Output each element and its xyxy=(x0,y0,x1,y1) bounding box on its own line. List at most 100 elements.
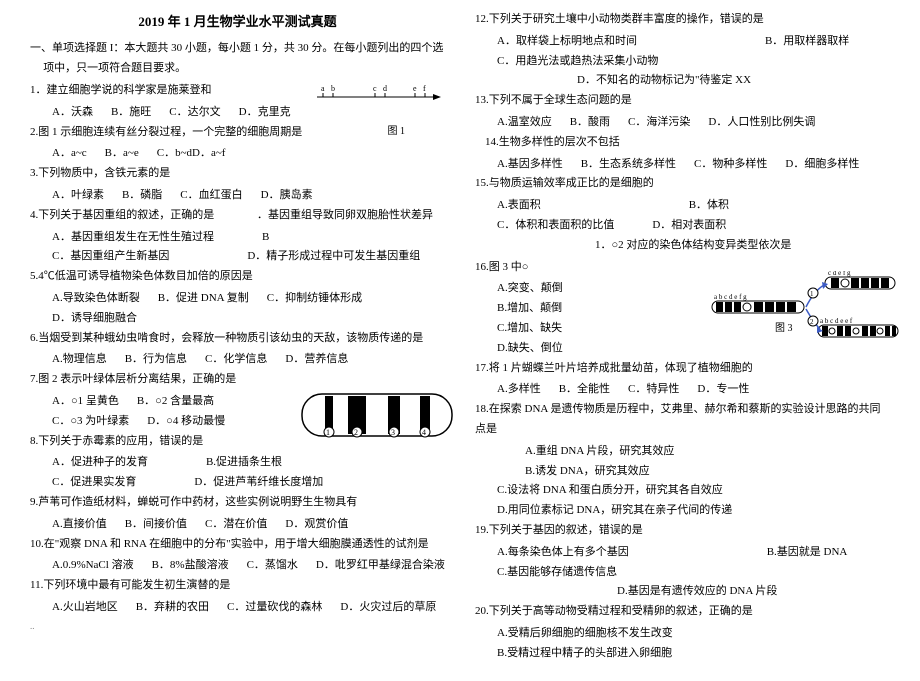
svg-text:c d e f g: c d e f g xyxy=(828,271,851,277)
q2c: C．b~dD．a~f xyxy=(157,144,226,164)
q11b: B．弃耕的农田 xyxy=(136,598,209,618)
q19a: A.每条染色体上有多个基因 xyxy=(497,543,629,563)
q8-opts1: A．促进种子的发育 B.促进插条生根 xyxy=(30,453,445,473)
section-intro: 一、单项选择题 I：本大题共 30 小题，每小题 1 分，共 30 分。在每小题… xyxy=(30,39,445,79)
q4c: C．基因重组产生新基因 xyxy=(52,247,169,267)
q2-text: 2.图 1 示细胞连续有丝分裂过程，一个完整的细胞周期是 xyxy=(30,126,302,138)
q9-opts: A.直接价值 B．间接价值 C．潜在价值 D．观赏价值 xyxy=(30,515,445,535)
footer-dots: .. xyxy=(30,618,445,634)
q2-opts: A．a~c B．a~e C．b~dD．a~f xyxy=(30,144,445,164)
fig3-label: 图 3 xyxy=(775,322,793,334)
nl-c: c xyxy=(373,84,377,93)
q13a: A.温室效应 xyxy=(497,113,552,133)
q19: 19.下列关于基因的叙述，错误的是 xyxy=(475,521,890,541)
q13-opts: A.温室效应 B．酸雨 C．海洋污染 D．人口性别比例失调 xyxy=(475,113,890,133)
q5c: C．抑制纺锤体形成 xyxy=(267,289,362,309)
right-column: 12.下列关于研究土壤中小动物类群丰富度的操作，错误的是 A．取样袋上标明地点和… xyxy=(475,10,890,664)
q3: 3.下列物质中，含铁元素的是 xyxy=(30,164,445,184)
q14-opts: A.基因多样性 B．生态系统多样性 C．物种多样性 D．细胞多样性 xyxy=(475,155,890,175)
q6-opts: A.物理信息 B．行为信息 C．化学信息 D．营养信息 xyxy=(30,350,445,370)
q8b: B.促进插条生根 xyxy=(206,453,282,473)
q1-text: 1．建立细胞学说的科学家是施莱登和 xyxy=(30,84,212,96)
q9a: A.直接价值 xyxy=(52,515,107,535)
q18b: B.诱发 DNA，研究其效应 xyxy=(475,462,890,482)
q4d: D．精子形成过程中可发生基因重组 xyxy=(247,247,420,267)
q8: 8.下列关于赤霉素的应用，错误的是 xyxy=(30,432,445,452)
nl-a: a xyxy=(321,84,325,93)
q12-opts2: C．用趋光法或趋热法采集小动物 D．不知名的动物标记为"待鉴定 XX xyxy=(475,52,890,92)
q11a: A.火山岩地区 xyxy=(52,598,118,618)
nl-f: f xyxy=(423,84,426,93)
q14a: A.基因多样性 xyxy=(497,155,563,175)
q4-text: 4.下列关于基因重组的叙述，正确的是 xyxy=(30,209,214,221)
q10c: C．蒸馏水 xyxy=(247,556,298,576)
q15b: B．体积 xyxy=(689,196,729,216)
q1d: D．克里克 xyxy=(239,103,291,123)
nl-e: e xyxy=(413,84,417,93)
q7d: D．○4 移动最慢 xyxy=(147,412,225,432)
q1a: A．沃森 xyxy=(52,103,93,123)
q9d: D．观赏价值 xyxy=(285,515,348,535)
q9b: B．间接价值 xyxy=(125,515,187,535)
q7a: A．○1 呈黄色 xyxy=(52,392,119,412)
q17c: C．特异性 xyxy=(628,380,679,400)
q18: 18.在探索 DNA 是遗传物质是历程中，艾弗里、赫尔希和蔡斯的实验设计思路的共… xyxy=(475,400,890,440)
q3-opts: A．叶绿素 B．磷脂 C．血红蛋白 D．胰岛素 xyxy=(30,186,445,206)
q19-opts1: A.每条染色体上有多个基因 B.基因就是 DNA xyxy=(475,543,890,563)
q8d: D．促进芦苇纤维长度增加 xyxy=(194,473,323,493)
q20b: B.受精过程中精子的头部进入卵细胞 xyxy=(475,644,890,664)
q8-opts2: C．促进果实发育 D．促进芦苇纤维长度增加 xyxy=(30,473,445,493)
q17: 17.将 1 片蝴蝶兰叶片培养成批量幼苗，体现了植物细胞的 xyxy=(475,359,890,379)
q19d: D.基因是有遗传效应的 DNA 片段 xyxy=(617,582,777,602)
q17-opts: A.多样性 B．全能性 C．特异性 D．专一性 xyxy=(475,380,890,400)
q15: 15.与物质运输效率成正比的是细胞的 xyxy=(475,174,890,194)
q15-opts1: A.表面积 B．体积 xyxy=(475,196,890,216)
q4a: A．基因重组发生在无性生殖过程 xyxy=(52,228,214,248)
fig1-label: 图 1 xyxy=(388,123,406,141)
q4b: B xyxy=(262,228,269,248)
q5d: D．诱导细胞融合 xyxy=(52,309,137,329)
q6: 6.当烟受到某种蛾幼虫啃食时，会释放一种物质引该幼虫的天敌，该物质传递的是 xyxy=(30,329,445,349)
q4-extra: ．基因重组导致同卵双胞胎性状差异 xyxy=(257,209,433,221)
q12c: C．用趋光法或趋热法采集小动物 xyxy=(497,52,658,72)
q11d: D．火灾过后的草原 xyxy=(340,598,436,618)
q4-opts2: C．基因重组产生新基因 D．精子形成过程中可发生基因重组 xyxy=(30,247,445,267)
q6b: B．行为信息 xyxy=(125,350,187,370)
q7: 7.图 2 表示叶绿体层析分离结果，正确的是 xyxy=(30,370,445,390)
q18d: D.用同位素标记 DNA，研究其在亲子代间的传递 xyxy=(475,501,890,521)
q10d: D．吡罗红甲基绿混合染液 xyxy=(316,556,445,576)
q5: 5.4℃低温可诱导植物染色体数目加倍的原因是 xyxy=(30,267,445,287)
exam-title: 2019 年 1 月生物学业水平测试真题 xyxy=(30,10,445,33)
q10-opts: A.0.9%NaCl 溶液 B．8%盐酸溶液 C．蒸馏水 D．吡罗红甲基绿混合染… xyxy=(30,556,445,576)
q13b: B．酸雨 xyxy=(570,113,610,133)
q11: 11.下列环境中最有可能发生初生演替的是 xyxy=(30,576,445,596)
q14: 14.生物多样性的层次不包括 xyxy=(475,133,890,153)
q11c: C．过量砍伐的森林 xyxy=(227,598,322,618)
fig3-chromosomes: c d e f g a b c d e f g xyxy=(710,271,900,359)
q18c: C.设法将 DNA 和蛋白质分开，研究其各自效应 xyxy=(475,481,890,501)
left-column: 2019 年 1 月生物学业水平测试真题 一、单项选择题 I：本大题共 30 小… xyxy=(30,10,445,664)
nl-b: b xyxy=(331,84,335,93)
nl-d: d xyxy=(383,84,387,93)
q11-opts: A.火山岩地区 B．弃耕的农田 C．过量砍伐的森林 D．火灾过后的草原 xyxy=(30,598,445,618)
q2b: B．a~e xyxy=(105,144,139,164)
q3c: C．血红蛋白 xyxy=(180,186,242,206)
q15d: D．相对表面积 xyxy=(652,216,726,236)
q1c: C．达尔文 xyxy=(169,103,220,123)
q8a: A．促进种子的发育 xyxy=(52,453,148,473)
q14d: D．细胞多样性 xyxy=(785,155,859,175)
q17d: D．专一性 xyxy=(697,380,749,400)
q3b: B．磷脂 xyxy=(122,186,162,206)
q1b: B．施旺 xyxy=(111,103,151,123)
q20: 20.下列关于高等动物受精过程和受精卵的叙述，正确的是 xyxy=(475,602,890,622)
q4: 4.下列关于基因重组的叙述，正确的是 ．基因重组导致同卵双胞胎性状差异 xyxy=(30,206,445,226)
q6a: A.物理信息 xyxy=(52,350,107,370)
q5a: A.导致染色体断裂 xyxy=(52,289,140,309)
q12d: D．不知名的动物标记为"待鉴定 XX xyxy=(577,71,751,91)
q10a: A.0.9%NaCl 溶液 xyxy=(52,556,134,576)
q17b: B．全能性 xyxy=(559,380,610,400)
q10b: B．8%盐酸溶液 xyxy=(152,556,229,576)
q7b: B．○2 含量最高 xyxy=(137,392,214,412)
page: 2019 年 1 月生物学业水平测试真题 一、单项选择题 I：本大题共 30 小… xyxy=(0,0,920,674)
q19c: C.基因能够存储遗传信息 xyxy=(497,563,617,583)
